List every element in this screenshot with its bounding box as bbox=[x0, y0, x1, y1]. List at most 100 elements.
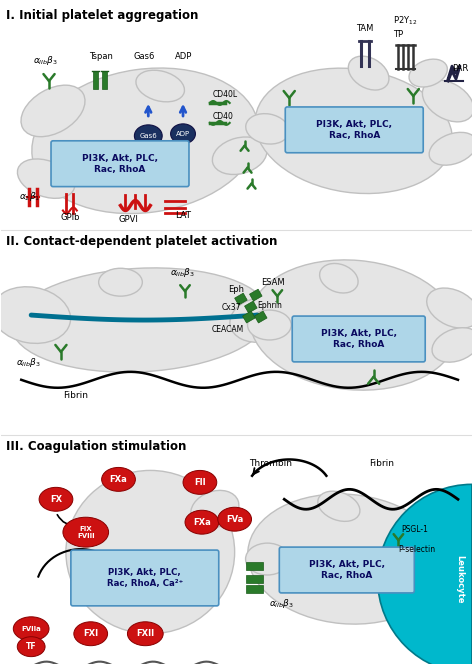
Ellipse shape bbox=[18, 159, 75, 198]
Text: FX: FX bbox=[50, 495, 62, 504]
Text: PSGL-1: PSGL-1 bbox=[401, 525, 428, 534]
Text: CEACAM: CEACAM bbox=[212, 325, 244, 334]
Ellipse shape bbox=[427, 288, 474, 328]
Text: CD40L: CD40L bbox=[213, 90, 238, 99]
FancyBboxPatch shape bbox=[102, 71, 107, 89]
Ellipse shape bbox=[247, 310, 291, 340]
FancyBboxPatch shape bbox=[292, 316, 425, 362]
Ellipse shape bbox=[230, 298, 289, 342]
Text: Tspan: Tspan bbox=[89, 52, 113, 61]
Text: Fibrin: Fibrin bbox=[369, 460, 393, 468]
FancyBboxPatch shape bbox=[71, 550, 219, 606]
Ellipse shape bbox=[32, 68, 259, 213]
Text: TAM: TAM bbox=[356, 24, 373, 33]
Text: PI3K, Akt, PLC,
Rac, RhoA: PI3K, Akt, PLC, Rac, RhoA bbox=[321, 329, 397, 349]
Ellipse shape bbox=[11, 268, 269, 372]
Text: Eph: Eph bbox=[228, 285, 244, 294]
FancyBboxPatch shape bbox=[246, 575, 264, 583]
Ellipse shape bbox=[246, 114, 289, 144]
Text: FXII: FXII bbox=[136, 629, 155, 638]
Text: PAR: PAR bbox=[452, 64, 468, 73]
Ellipse shape bbox=[128, 622, 163, 646]
Ellipse shape bbox=[183, 470, 217, 494]
Text: III. Coagulation stimulation: III. Coagulation stimulation bbox=[6, 440, 187, 453]
Text: P2Y$_{12}$: P2Y$_{12}$ bbox=[393, 14, 418, 27]
Ellipse shape bbox=[17, 636, 45, 656]
Ellipse shape bbox=[171, 124, 195, 144]
Ellipse shape bbox=[185, 510, 219, 534]
Text: $\alpha_{IIb}\beta_3$: $\alpha_{IIb}\beta_3$ bbox=[16, 356, 41, 369]
Text: $\alpha_2\beta_1$: $\alpha_2\beta_1$ bbox=[19, 190, 41, 203]
FancyBboxPatch shape bbox=[246, 562, 264, 570]
Ellipse shape bbox=[99, 268, 142, 296]
Text: GPVI: GPVI bbox=[118, 215, 138, 225]
Ellipse shape bbox=[21, 85, 85, 137]
Text: FIX
FVIII: FIX FVIII bbox=[77, 525, 95, 539]
Text: Ephrin: Ephrin bbox=[257, 301, 283, 310]
Text: II. Contact-dependent platelet activation: II. Contact-dependent platelet activatio… bbox=[6, 235, 278, 249]
Bar bbox=[235, 293, 247, 305]
Bar bbox=[255, 311, 267, 323]
Ellipse shape bbox=[135, 125, 162, 147]
Ellipse shape bbox=[101, 467, 136, 491]
Text: Gas6: Gas6 bbox=[139, 133, 157, 139]
Text: Leukocyte: Leukocyte bbox=[456, 555, 465, 603]
Ellipse shape bbox=[218, 507, 252, 531]
Ellipse shape bbox=[409, 59, 447, 87]
Wedge shape bbox=[378, 484, 472, 665]
Text: $\alpha_{IIb}\beta_3$: $\alpha_{IIb}\beta_3$ bbox=[269, 597, 294, 610]
Ellipse shape bbox=[0, 287, 71, 343]
Text: LAT: LAT bbox=[175, 211, 191, 221]
Text: FXa: FXa bbox=[193, 518, 211, 527]
Text: FVIIa: FVIIa bbox=[21, 626, 41, 632]
Ellipse shape bbox=[417, 516, 469, 556]
Text: Thrombin: Thrombin bbox=[249, 460, 292, 468]
Ellipse shape bbox=[422, 557, 470, 591]
Ellipse shape bbox=[248, 494, 446, 624]
Ellipse shape bbox=[74, 622, 108, 646]
Text: ESAM: ESAM bbox=[262, 278, 285, 287]
Text: FII: FII bbox=[194, 478, 206, 487]
Ellipse shape bbox=[250, 260, 458, 390]
Text: FXI: FXI bbox=[83, 629, 98, 638]
Text: CD40: CD40 bbox=[213, 112, 234, 121]
Text: PI3K, Akt, PLC,
Rac, RhoA: PI3K, Akt, PLC, Rac, RhoA bbox=[316, 120, 392, 140]
FancyBboxPatch shape bbox=[285, 107, 423, 153]
Ellipse shape bbox=[319, 263, 358, 293]
Text: ADP: ADP bbox=[176, 131, 190, 137]
Text: TP: TP bbox=[393, 30, 403, 39]
Bar bbox=[245, 301, 257, 313]
FancyBboxPatch shape bbox=[279, 547, 414, 593]
Ellipse shape bbox=[191, 490, 239, 528]
Text: Fibrin: Fibrin bbox=[63, 391, 88, 400]
Text: GPIb: GPIb bbox=[61, 213, 81, 223]
Text: $\alpha_{IIb}\beta_3$: $\alpha_{IIb}\beta_3$ bbox=[170, 266, 195, 279]
Ellipse shape bbox=[246, 543, 289, 575]
FancyBboxPatch shape bbox=[93, 71, 98, 89]
Text: I. Initial platelet aggregation: I. Initial platelet aggregation bbox=[6, 9, 199, 23]
Text: Gas6: Gas6 bbox=[133, 52, 155, 61]
Bar bbox=[243, 311, 255, 323]
Text: PI3K, Akt, PLC,
Rac, RhoA, Ca²⁺: PI3K, Akt, PLC, Rac, RhoA, Ca²⁺ bbox=[107, 568, 183, 588]
Ellipse shape bbox=[63, 517, 109, 547]
Ellipse shape bbox=[13, 617, 49, 640]
Text: FVa: FVa bbox=[226, 515, 243, 524]
FancyBboxPatch shape bbox=[246, 585, 264, 593]
Ellipse shape bbox=[432, 328, 474, 362]
Text: PI3K, Akt, PLC,
Rac, RhoA: PI3K, Akt, PLC, Rac, RhoA bbox=[82, 154, 158, 174]
Text: P-selectin: P-selectin bbox=[399, 545, 436, 554]
Text: $\alpha_{IIb}\beta_3$: $\alpha_{IIb}\beta_3$ bbox=[33, 54, 58, 67]
Ellipse shape bbox=[212, 137, 267, 174]
Text: ADP: ADP bbox=[175, 52, 192, 61]
Bar bbox=[249, 289, 262, 301]
Ellipse shape bbox=[422, 80, 474, 122]
Ellipse shape bbox=[39, 487, 73, 511]
FancyBboxPatch shape bbox=[51, 141, 189, 187]
Text: TF: TF bbox=[26, 642, 36, 651]
Text: PI3K, Akt, PLC,
Rac, RhoA: PI3K, Akt, PLC, Rac, RhoA bbox=[309, 560, 385, 580]
Ellipse shape bbox=[136, 70, 184, 102]
Ellipse shape bbox=[255, 68, 452, 194]
Ellipse shape bbox=[429, 132, 474, 165]
Ellipse shape bbox=[318, 491, 360, 521]
Ellipse shape bbox=[66, 470, 235, 634]
